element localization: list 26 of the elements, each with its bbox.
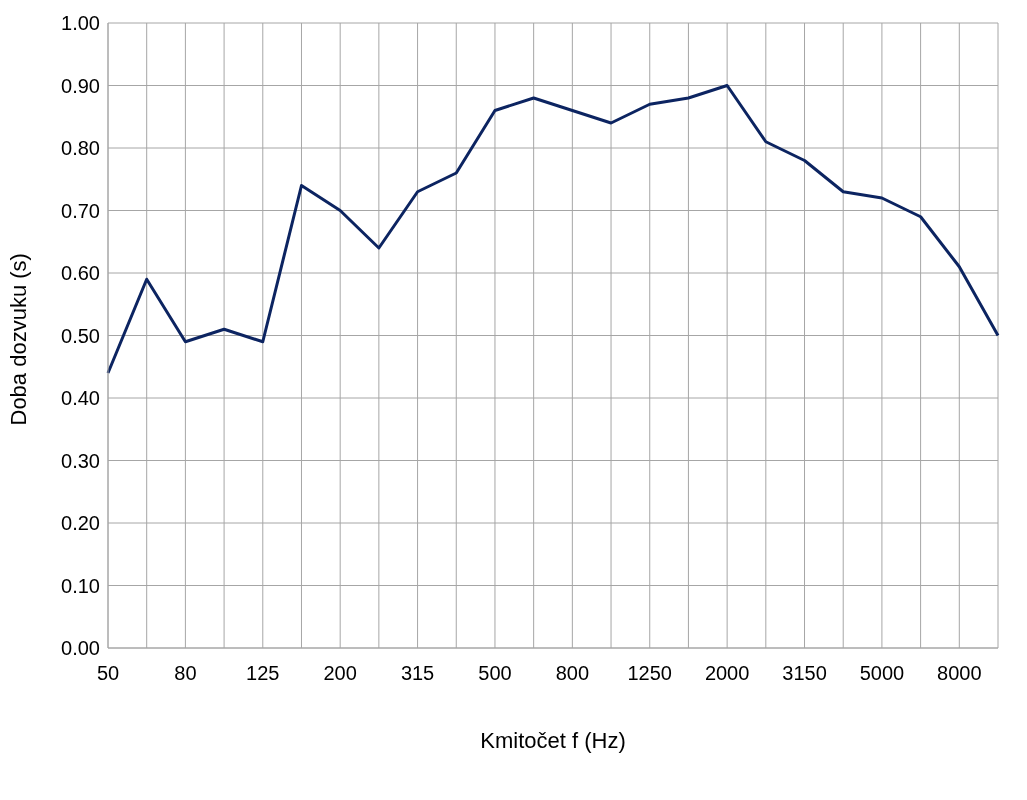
y-tick-label: 0.90: [61, 74, 100, 97]
x-tick-label: 80: [174, 662, 197, 685]
x-tick-label: 125: [246, 662, 280, 685]
x-tick-label: 1250: [627, 662, 672, 685]
y-tick-label: 0.30: [61, 449, 100, 472]
x-tick-label: 800: [555, 662, 590, 685]
y-tick-label: 0.80: [61, 137, 100, 160]
y-tick-label: 0.70: [61, 199, 100, 222]
y-tick-label: 0.50: [61, 324, 100, 347]
x-tick-label: 315: [400, 662, 435, 685]
x-tick-label: 3150: [782, 662, 827, 685]
y-tick-label: 0.60: [61, 262, 100, 285]
x-tick-label: 2000: [704, 662, 750, 685]
x-tick-label: 500: [478, 662, 512, 685]
y-tick-label: 0.40: [61, 387, 100, 410]
y-tick-label: 0.10: [61, 574, 100, 597]
y-tick-label: 1.00: [61, 12, 100, 35]
x-axis-title: Kmitočet f (Hz): [480, 728, 626, 753]
y-axis-title: Doba dozvuku (s): [5, 253, 31, 426]
x-tick-label: 8000: [937, 662, 982, 685]
y-tick-label: 0.20: [61, 512, 100, 535]
x-tick-label: 50: [96, 662, 120, 685]
x-tick-label: 5000: [859, 662, 905, 685]
x-tick-label: 200: [323, 662, 357, 685]
line-series: [106, 84, 1000, 375]
y-tick-label: 0.00: [61, 637, 100, 660]
